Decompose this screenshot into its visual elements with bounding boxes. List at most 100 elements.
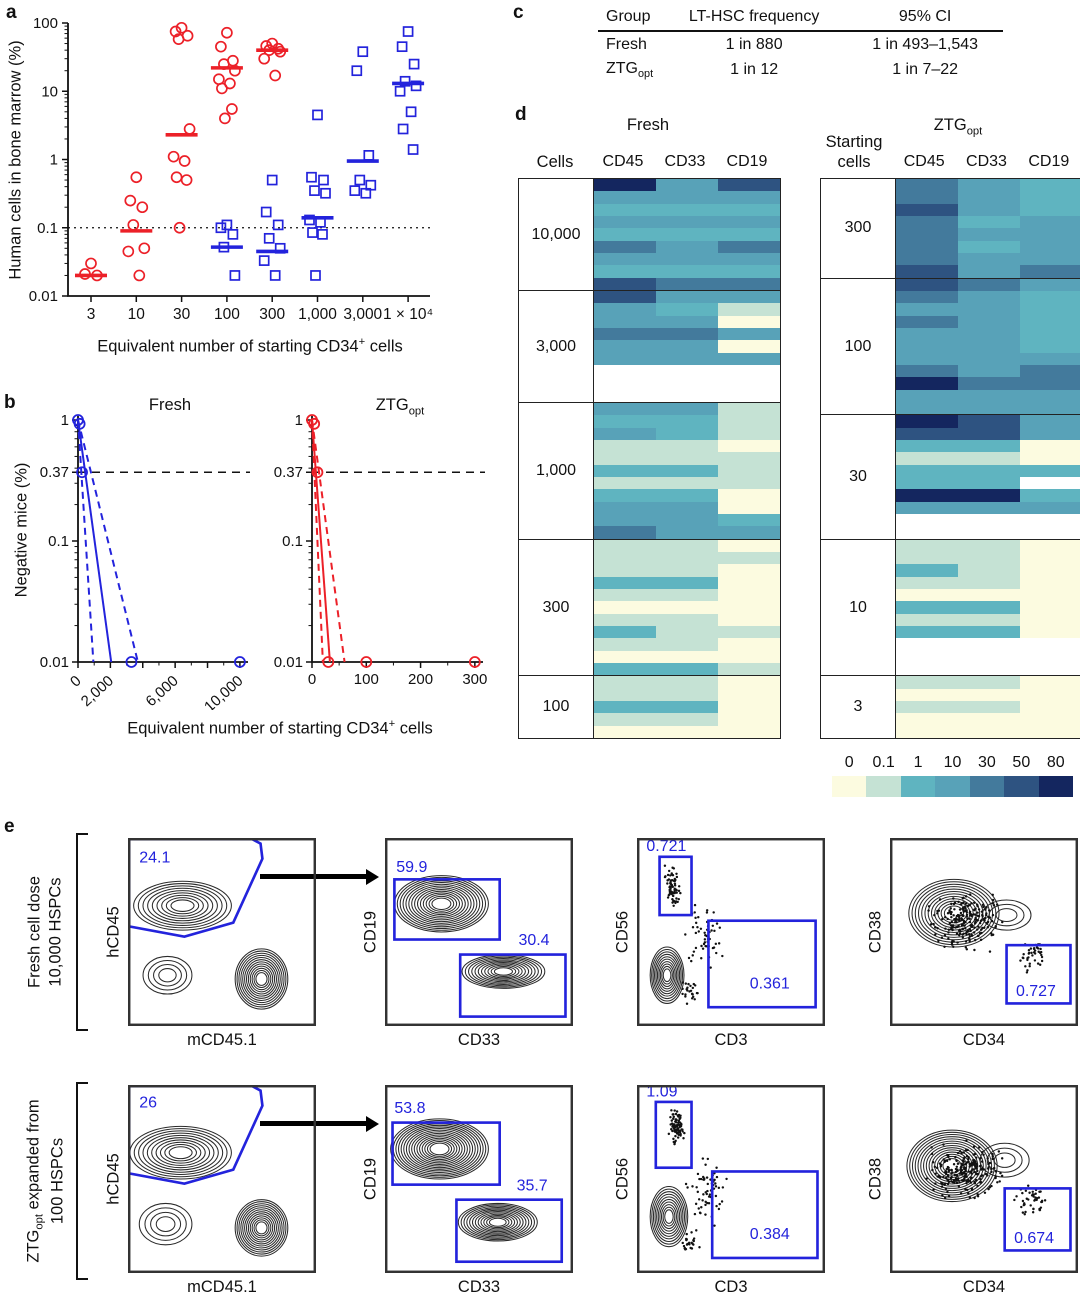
contour-ring [236, 1201, 287, 1255]
heatmap-cell [1020, 415, 1080, 428]
heatmap-cell [1020, 650, 1080, 663]
gate-percentage-label: 0.727 [1016, 983, 1056, 1000]
colorbar-tick-label: 50 [1012, 754, 1031, 771]
contour-ring [253, 969, 270, 989]
heatmap-cell [896, 340, 958, 353]
scatter-dot [947, 1169, 951, 1173]
scatter-dot [948, 1158, 951, 1161]
marker-header: CD19 [1028, 153, 1070, 170]
gate-rect [393, 878, 501, 941]
heatmap-cell [656, 650, 718, 663]
scatter-dot [691, 926, 695, 929]
heatmap-cell [656, 676, 718, 689]
scatter-dot [1028, 964, 1031, 968]
scatter-dot [670, 1109, 673, 1112]
heatmap-cell [1020, 576, 1080, 589]
heatmap-row [594, 713, 780, 726]
div-element [594, 179, 780, 290]
scatter-dot [950, 927, 953, 930]
marker-header: CD45 [602, 153, 644, 170]
heatmap-cell [718, 215, 780, 229]
panel-label-e: e [4, 816, 15, 837]
heatmap-cell [718, 662, 780, 676]
scatter-dot [690, 1231, 693, 1234]
sub-element: opt [33, 1214, 46, 1230]
heatmap-row [896, 252, 1080, 266]
scatter-dot [957, 919, 961, 923]
scatter-dot [713, 1224, 716, 1227]
heatmap-row [896, 427, 1080, 440]
scatter-dot [960, 1162, 964, 1166]
gate-rect [455, 1198, 564, 1264]
heatmap-cell [594, 389, 656, 402]
contour-ring [657, 1198, 681, 1235]
scatter-dot [708, 1193, 712, 1196]
scatter-point [263, 232, 275, 244]
flow-plot-cd34: 0.727 CD38 CD34 [867, 838, 1078, 1049]
scatter-dot [976, 1169, 979, 1173]
scatter-dot [965, 911, 969, 914]
scatter-dot [709, 966, 712, 969]
colorbar-tick-label: 0 [844, 754, 854, 771]
scatter-dot [963, 1156, 966, 1159]
contour-ring [483, 1215, 513, 1230]
heatmap-row [594, 439, 780, 453]
heatmap-cell [718, 539, 780, 552]
data-point [308, 417, 321, 430]
scatter-dot [954, 926, 957, 929]
scatter-dot [1021, 1199, 1025, 1203]
row-label-fresh: Fresh cell dose 10,000 HSPCs [25, 876, 68, 988]
scatter-dot [962, 896, 965, 899]
heatmap-cell [656, 252, 718, 266]
scatter-dot [686, 989, 689, 992]
scatter-dot [967, 1158, 970, 1161]
scatter-dot [973, 926, 976, 929]
heatmap-cell [594, 513, 656, 527]
scatter-dot [960, 1151, 963, 1155]
scatter-dot [697, 930, 701, 933]
contour-ring [405, 882, 478, 926]
heatmap-cell [1020, 352, 1080, 365]
scatter-dot [960, 1179, 964, 1182]
flow-x-axis-label: CD33 [457, 1278, 501, 1296]
heatmap-cell [958, 278, 1020, 291]
flow-plot-canvas: 59.9 30.4 [385, 838, 573, 1026]
scatter-point [215, 222, 227, 234]
heatmap-cell [958, 625, 1020, 639]
scatter-dot [686, 986, 689, 989]
scatter-dot [979, 1181, 983, 1184]
scatter-dot [987, 1166, 990, 1169]
heatmap-cell [958, 240, 1020, 253]
scatter-dot [710, 929, 713, 932]
panel-label-c: c [513, 2, 524, 23]
heatmap-cell [896, 552, 958, 565]
scatter-dot [953, 1181, 956, 1184]
lda-ztg-title: ZTGopt [340, 396, 460, 417]
contour-ring [460, 1204, 535, 1241]
contour-ring [911, 881, 997, 946]
contour-ring [480, 961, 526, 981]
heatmap-cell [594, 476, 656, 490]
scatter-point [320, 187, 331, 199]
scatter-dot [714, 1185, 718, 1188]
scatter-dot [992, 904, 996, 907]
heatmap-row [594, 725, 780, 738]
flow-y-axis-label: CD19 [361, 1157, 380, 1201]
gate-arrow [260, 868, 379, 885]
ci-value: 1 in 493–1,543 [872, 36, 979, 53]
heatmap-cell [1020, 364, 1080, 378]
heatmap-row [594, 526, 780, 539]
scatter-dot [674, 1112, 678, 1116]
scatter-dot [672, 1117, 675, 1121]
scatter-dot [698, 1246, 701, 1249]
scatter-dot [1015, 1195, 1018, 1198]
heatmap-cell [656, 340, 718, 353]
heatmap-cell [656, 303, 718, 316]
heatmap-cell [896, 464, 958, 477]
contour-ring [400, 1124, 479, 1174]
gate-percentage-label: 0.384 [750, 1226, 790, 1243]
plot-border [128, 1085, 316, 1273]
contour-ring [474, 1211, 521, 1234]
heatmap-group-label: 10,000 [519, 179, 594, 290]
heatmap-cell [1020, 389, 1080, 402]
